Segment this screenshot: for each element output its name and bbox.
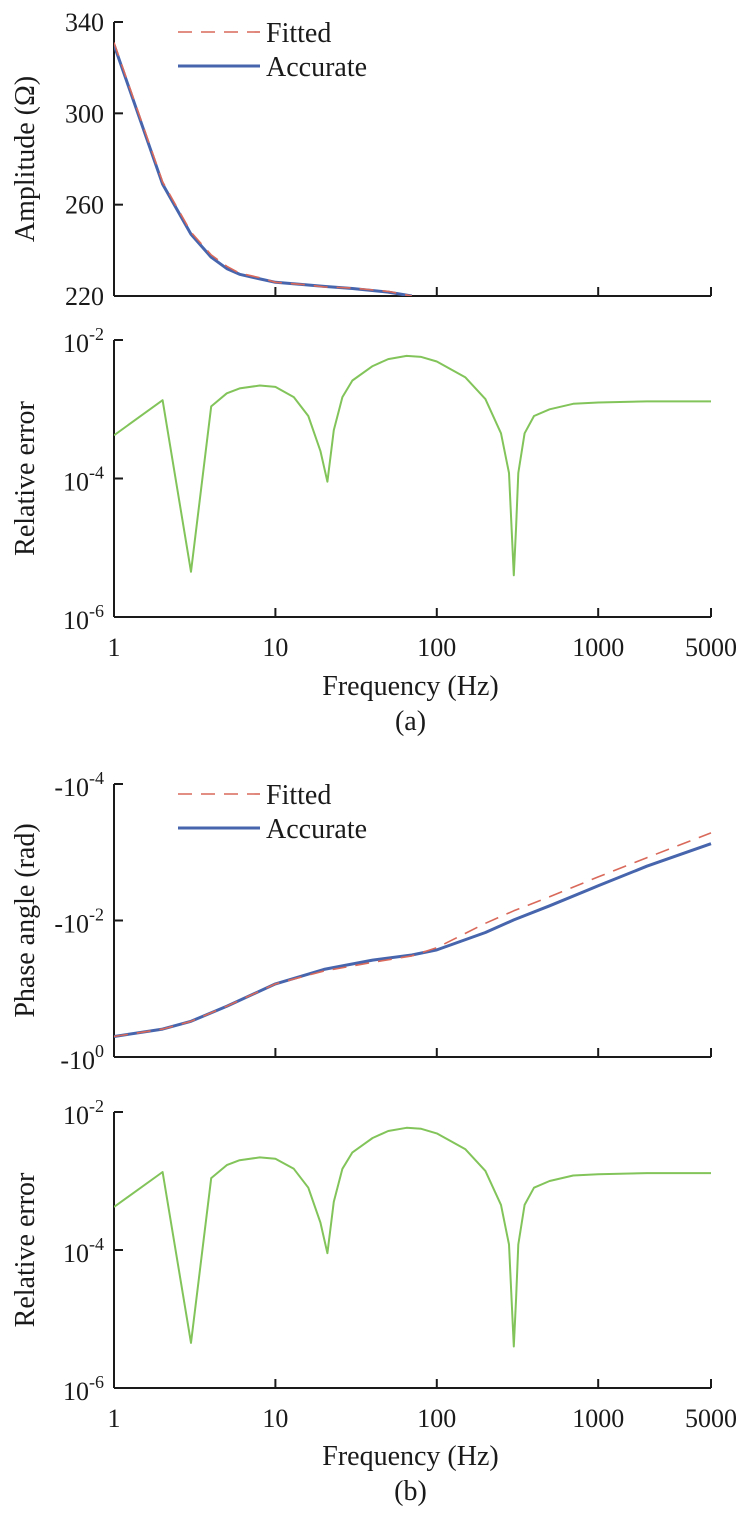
y-axis-title: Amplitude (Ω) bbox=[10, 76, 41, 242]
x-axis-title: Frequency (Hz) bbox=[322, 1441, 498, 1472]
x-tick-label: 5000 bbox=[685, 633, 737, 662]
x-tick-label: 1000 bbox=[572, 633, 624, 662]
x-tick-label: 1 bbox=[108, 1404, 121, 1433]
series-line-accurate bbox=[114, 44, 413, 296]
x-tick-label: 100 bbox=[417, 1404, 456, 1433]
y-tick-label: 340 bbox=[65, 8, 104, 37]
plot-area bbox=[114, 1126, 711, 1348]
x-tick-label: 1000 bbox=[572, 1404, 624, 1433]
y-tick-label: -10-4 bbox=[54, 768, 104, 802]
plot-area bbox=[114, 832, 712, 1038]
y-tick-label: -10-2 bbox=[54, 905, 104, 939]
x-tick-label: 1 bbox=[108, 633, 121, 662]
y-tick-label: 10-2 bbox=[63, 324, 104, 358]
y-tick-label: 10-2 bbox=[63, 1096, 104, 1130]
y-tick-label: 10-6 bbox=[63, 601, 104, 635]
series-line-relative-error bbox=[114, 1126, 711, 1348]
series-line-relative-error bbox=[114, 354, 711, 577]
axes-2: -10-4 -10-2 -100 Phase angle (rad) FittedAcc… bbox=[10, 768, 712, 1075]
y-axis-title: Relative error bbox=[10, 1172, 41, 1327]
plot-area bbox=[114, 42, 413, 296]
figure-caption: (a) bbox=[395, 706, 426, 737]
axes-3: 1 10 100 1000 5000 10-2 10-4 10-6 Relative error bbox=[10, 1096, 737, 1433]
y-axis-title: Phase angle (rad) bbox=[10, 823, 41, 1017]
x-tick-label: 10 bbox=[262, 633, 288, 662]
y-tick-label: 220 bbox=[65, 282, 104, 311]
series-line-fitted bbox=[114, 832, 712, 1038]
series-line-accurate bbox=[114, 842, 712, 1038]
y-tick-label: 260 bbox=[65, 191, 104, 220]
y-tick-label: 10-6 bbox=[63, 1372, 104, 1406]
figure-caption: (b) bbox=[394, 1476, 427, 1507]
plot-area bbox=[114, 354, 711, 577]
legend-label-fitted: Fitted bbox=[266, 18, 331, 49]
x-tick-label: 10 bbox=[262, 1404, 288, 1433]
y-tick-label: 10-4 bbox=[63, 463, 104, 497]
axes-1: 1 10 100 1000 5000 10-2 10-4 10-6 Relative error bbox=[10, 324, 737, 662]
x-axis-title: Frequency (Hz) bbox=[322, 671, 498, 702]
y-tick-label: 300 bbox=[65, 99, 104, 128]
legend-label-accurate: Accurate bbox=[266, 52, 367, 83]
legend-label-fitted: Fitted bbox=[266, 780, 331, 811]
x-tick-label: 100 bbox=[417, 633, 456, 662]
y-tick-label: 10-4 bbox=[63, 1234, 104, 1268]
y-axis-title: Relative error bbox=[10, 400, 41, 555]
legend-label-accurate: Accurate bbox=[266, 814, 367, 845]
x-tick-label: 5000 bbox=[685, 1404, 737, 1433]
y-tick-label: -100 bbox=[60, 1041, 104, 1075]
